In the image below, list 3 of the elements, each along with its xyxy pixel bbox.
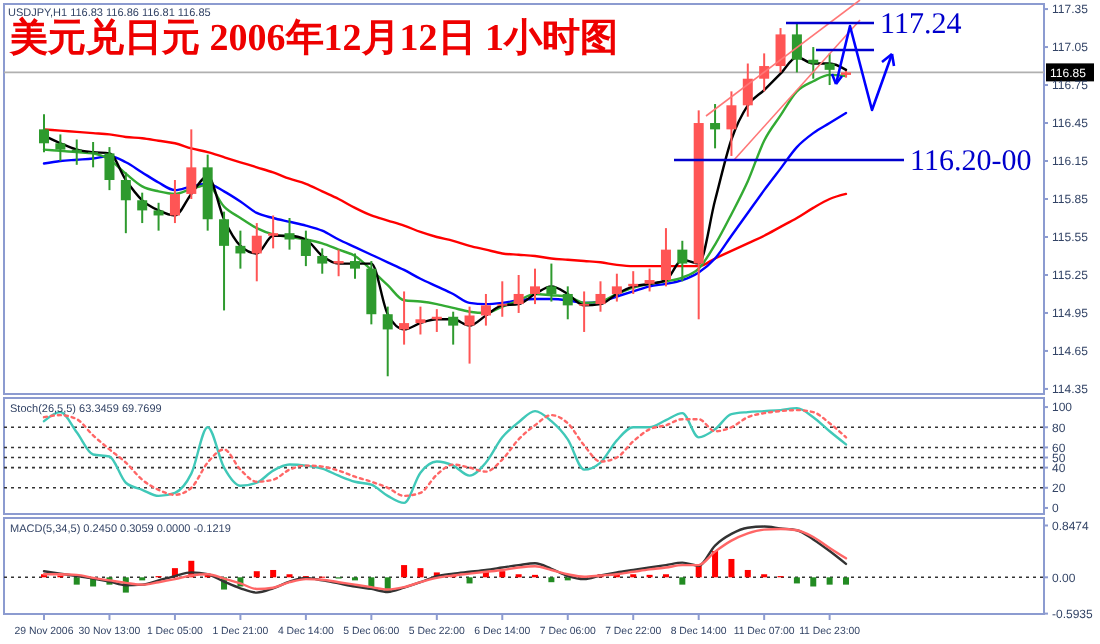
- chart-title: 美元兑日元 2006年12月12日 1小时图: [8, 16, 618, 60]
- text: 117.24: [880, 9, 963, 41]
- text: 116.20-00: [910, 146, 1032, 178]
